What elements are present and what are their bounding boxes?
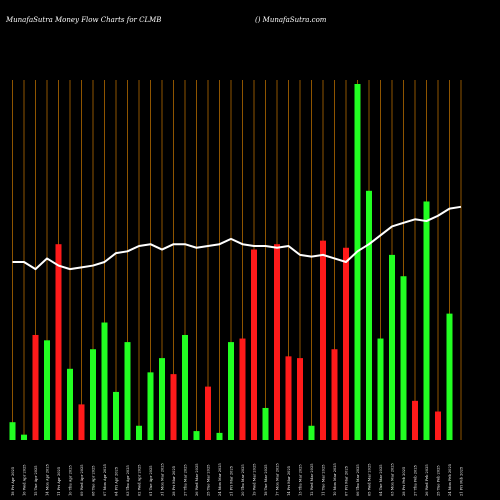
x-tick-label: 16 Wed Apr 2025 (23, 464, 27, 496)
bar (285, 356, 292, 440)
x-tick-label: 06 Thu Mar 2025 (356, 464, 360, 496)
bar (412, 400, 418, 440)
x-tick-label: 09 Wed Apr 2025 (80, 464, 84, 496)
x-tick-label: 07 Mon Apr 2025 (103, 463, 107, 496)
x-tick-label: 08 Tue Apr 2025 (92, 465, 96, 496)
x-tick-label: 26 Wed Mar 2025 (195, 463, 199, 496)
bar (239, 338, 246, 440)
x-tick-label: 18 Tue Mar 2025 (264, 464, 268, 496)
bar (251, 249, 257, 440)
bar (9, 422, 16, 440)
bar (423, 201, 430, 440)
x-tick-label: 21 Fri Feb 2025 (460, 466, 464, 496)
x-tick-label: 24 Mon Mar 2025 (218, 462, 222, 496)
bar (274, 244, 280, 440)
bar (435, 411, 441, 440)
bars (9, 84, 453, 440)
bar (320, 240, 326, 440)
bar (170, 374, 177, 440)
x-tick-label: 20 Thu Mar 2025 (241, 464, 245, 496)
x-tick-label: 02 Wed Apr 2025 (138, 464, 142, 496)
x-tick-label: 31 Mon Mar 2025 (161, 462, 165, 496)
x-tick-label: 21 Fri Mar 2025 (230, 465, 234, 496)
x-tick-label: 27 Thu Feb 2025 (414, 464, 418, 496)
x-tick-labels: 18 Fri Apr 2025 16 Wed Apr 2025 15 Tue Apr… (11, 462, 464, 496)
bar (446, 313, 453, 440)
bar (262, 407, 269, 440)
money-flow-line (12, 205, 462, 271)
bar (193, 431, 200, 440)
bar (44, 340, 50, 440)
x-tick-label: 25 Tue Mar 2025 (207, 464, 211, 496)
x-tick-label: 11 Tue Mar 2025 (322, 464, 326, 496)
bar (21, 434, 27, 440)
x-tick-label: 05 Wed Mar 2025 (368, 463, 372, 496)
x-tick-label: 10 Mon Mar 2025 (333, 462, 337, 496)
x-tick-label: 07 Fri Mar 2025 (345, 465, 349, 496)
x-tick-label: 24 Mon Feb 2025 (448, 463, 452, 496)
bar (55, 244, 62, 440)
x-tick-label: 26 Wed Feb 2025 (425, 464, 429, 496)
bar (147, 372, 154, 440)
bar (216, 432, 223, 440)
bar (124, 342, 131, 440)
site-label: () MunafaSutra.com (255, 16, 327, 24)
bar (90, 349, 96, 440)
x-tick-label: 12 Wed Mar 2025 (310, 463, 314, 496)
chart-title: MunafaSutra Money Flow Charts for CLMB (5, 16, 161, 24)
x-tick-label: 28 Fri Mar 2025 (172, 465, 176, 496)
bar (354, 84, 361, 440)
x-tick-label: 04 Tue Mar 2025 (379, 464, 383, 496)
bar (182, 334, 188, 440)
bar (32, 334, 39, 440)
bar (136, 425, 142, 440)
x-tick-label: 14 Mon Apr 2025 (46, 463, 50, 496)
bar (78, 404, 85, 440)
bar (400, 276, 407, 440)
bar (113, 391, 119, 440)
bar (205, 386, 211, 440)
bar (228, 342, 234, 440)
x-tick-label: 18 Fri Apr 2025 (11, 466, 15, 496)
x-tick-label: 03 Thu Apr 2025 (126, 465, 130, 496)
bar (389, 254, 395, 440)
x-tick-label: 28 Fri Feb 2025 (402, 466, 406, 496)
x-tick-label: 01 Tue Apr 2025 (149, 465, 153, 496)
x-tick-label: 11 Fri Apr 2025 (57, 466, 61, 496)
x-tick-label: 19 Wed Mar 2025 (253, 463, 257, 496)
x-tick-label: 27 Thu Mar 2025 (184, 464, 188, 496)
bar (308, 425, 315, 440)
x-tick-label: 13 Thu Mar 2025 (299, 464, 303, 496)
x-tick-label: 03 Mon Mar 2025 (391, 462, 395, 496)
x-tick-label: 14 Fri Mar 2025 (287, 465, 291, 496)
x-tick-label: 10 Thu Apr 2025 (69, 465, 73, 496)
bar (159, 358, 165, 440)
x-tick-label: 04 Fri Apr 2025 (115, 466, 119, 496)
bar (67, 368, 73, 440)
x-tick-label: 15 Tue Apr 2025 (34, 465, 38, 496)
bar (297, 358, 303, 440)
x-tick-label: 25 Tue Feb 2025 (437, 465, 441, 496)
bar (377, 338, 384, 440)
x-tick-label: 17 Mon Mar 2025 (276, 462, 280, 496)
bar (343, 247, 349, 440)
bar (331, 349, 338, 440)
bar (101, 322, 108, 440)
bar (366, 190, 372, 440)
